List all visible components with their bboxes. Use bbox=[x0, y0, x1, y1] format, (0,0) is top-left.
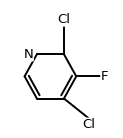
Text: N: N bbox=[23, 48, 33, 61]
Text: F: F bbox=[101, 70, 108, 83]
Text: Cl: Cl bbox=[82, 118, 95, 131]
Text: Cl: Cl bbox=[57, 13, 70, 26]
